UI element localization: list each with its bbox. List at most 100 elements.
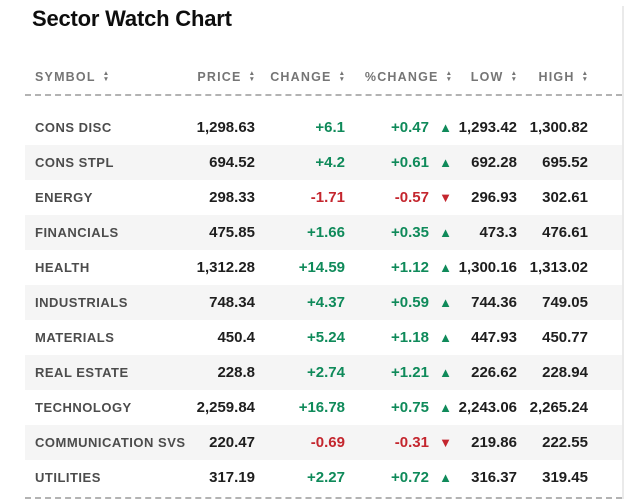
column-label: CHANGE — [270, 70, 332, 84]
change-cell: +1.66 — [307, 224, 345, 241]
pct-change-value: +0.75 — [391, 399, 429, 416]
sort-up-icon: ▲ — [445, 69, 452, 77]
table-body: CONS DISC 1,298.63 +6.1 +0.47 ▲ 1,293.42 1,300… — [25, 96, 622, 495]
table-row: CONS STPL 694.52 +4.2 +0.61 ▲ 692.28 695.52 — [25, 145, 622, 180]
pct-change-cell: -0.57 ▼ — [345, 189, 452, 206]
up-triangle-icon: ▲ — [439, 330, 452, 345]
pct-change-value: +0.47 — [391, 119, 429, 136]
high-cell: 222.55 — [542, 434, 588, 451]
pct-change-cell: +1.21 ▲ — [345, 364, 452, 381]
price-cell: 1,312.28 — [196, 259, 255, 276]
symbol-cell: FINANCIALS — [35, 225, 119, 240]
sort-up-icon: ▲ — [338, 69, 345, 77]
table-row: INDUSTRIALS 748.34 +4.37 +0.59 ▲ 744.36 749.05 — [25, 285, 622, 320]
change-cell: +2.74 — [307, 364, 345, 381]
low-cell: 2,243.06 — [458, 399, 517, 416]
symbol-cell: HEALTH — [35, 260, 90, 275]
high-cell: 749.05 — [542, 294, 588, 311]
low-cell: 1,300.16 — [458, 259, 517, 276]
pct-change-value: +1.21 — [391, 364, 429, 381]
up-triangle-icon: ▲ — [439, 470, 452, 485]
change-cell: +6.1 — [315, 119, 345, 136]
sort-icon: ▲ ▼ — [510, 69, 517, 84]
sort-up-icon: ▲ — [510, 69, 517, 77]
sort-icon: ▲ ▼ — [338, 69, 345, 84]
pct-change-value: +0.59 — [391, 294, 429, 311]
change-cell: +4.2 — [315, 154, 345, 171]
low-cell: 692.28 — [471, 154, 517, 171]
sort-up-icon: ▲ — [248, 69, 255, 77]
pct-change-cell: +0.61 ▲ — [345, 154, 452, 171]
table-row: COMMUNICATION SVS 220.47 -0.69 -0.31 ▼ 219.86… — [25, 425, 622, 460]
sort-icon: ▲ ▼ — [248, 69, 255, 84]
sort-down-icon: ▼ — [102, 76, 110, 83]
table-row: ENERGY 298.33 -1.71 -0.57 ▼ 296.93 302.61 — [25, 180, 622, 215]
sort-icon: ▲ ▼ — [102, 69, 110, 84]
table-row: TECHNOLOGY 2,259.84 +16.78 +0.75 ▲ 2,243.06 2,… — [25, 390, 622, 425]
column-header-pct-change[interactable]: %CHANGE ▲ ▼ — [345, 70, 452, 84]
table-row: UTILITIES 317.19 +2.27 +0.72 ▲ 316.37 319.45 — [25, 460, 622, 495]
sector-table: SYMBOL ▲ ▼ PRICE ▲ ▼ CHANGE ▲ ▼ %CHANGE ▲ ▼ LOW ▲ ▼ HIG… — [25, 60, 622, 495]
sector-watch-widget: Sector Watch Chart SYMBOL ▲ ▼ PRICE ▲ ▼ CHANGE… — [0, 6, 622, 499]
price-cell: 220.47 — [209, 434, 255, 451]
change-cell: +4.37 — [307, 294, 345, 311]
symbol-cell: ENERGY — [35, 190, 93, 205]
symbol-cell: COMMUNICATION SVS — [35, 435, 186, 450]
price-cell: 694.52 — [209, 154, 255, 171]
sort-up-icon: ▲ — [102, 69, 110, 77]
table-row: HEALTH 1,312.28 +14.59 +1.12 ▲ 1,300.16 1,313.… — [25, 250, 622, 285]
low-cell: 473.3 — [479, 224, 517, 241]
table-row: REAL ESTATE 228.8 +2.74 +1.21 ▲ 226.62 228.94 — [25, 355, 622, 390]
pct-change-value: +0.35 — [391, 224, 429, 241]
price-cell: 317.19 — [209, 469, 255, 486]
down-triangle-icon: ▼ — [439, 190, 452, 205]
low-cell: 316.37 — [471, 469, 517, 486]
up-triangle-icon: ▲ — [439, 225, 452, 240]
up-triangle-icon: ▲ — [439, 120, 452, 135]
column-header-low[interactable]: LOW ▲ ▼ — [452, 70, 517, 84]
pct-change-cell: +1.12 ▲ — [345, 259, 452, 276]
sort-down-icon: ▼ — [510, 76, 517, 83]
up-triangle-icon: ▲ — [439, 260, 452, 275]
change-cell: +5.24 — [307, 329, 345, 346]
high-cell: 302.61 — [542, 189, 588, 206]
column-label: %CHANGE — [364, 70, 439, 84]
column-label: HIGH — [538, 70, 575, 84]
price-cell: 1,298.63 — [196, 119, 255, 136]
up-triangle-icon: ▲ — [439, 365, 452, 380]
symbol-cell: UTILITIES — [35, 470, 101, 485]
column-header-change[interactable]: CHANGE ▲ ▼ — [255, 70, 345, 84]
low-cell: 226.62 — [471, 364, 517, 381]
table-header-row: SYMBOL ▲ ▼ PRICE ▲ ▼ CHANGE ▲ ▼ %CHANGE ▲ ▼ LOW ▲ ▼ HIG… — [25, 60, 622, 96]
down-triangle-icon: ▼ — [439, 435, 452, 450]
price-cell: 2,259.84 — [196, 399, 255, 416]
pct-change-value: -0.31 — [394, 434, 429, 451]
high-cell: 695.52 — [542, 154, 588, 171]
low-cell: 296.93 — [471, 189, 517, 206]
low-cell: 744.36 — [471, 294, 517, 311]
table-row: FINANCIALS 475.85 +1.66 +0.35 ▲ 473.3 476.61 — [25, 215, 622, 250]
change-cell: -1.71 — [310, 189, 345, 206]
sort-icon: ▲ ▼ — [581, 69, 588, 84]
pct-change-cell: -0.31 ▼ — [345, 434, 452, 451]
pct-change-cell: +0.72 ▲ — [345, 469, 452, 486]
low-cell: 1,293.42 — [458, 119, 517, 136]
pct-change-value: +1.18 — [391, 329, 429, 346]
pct-change-value: +0.61 — [391, 154, 429, 171]
high-cell: 319.45 — [542, 469, 588, 486]
sort-down-icon: ▼ — [445, 76, 452, 83]
page-title: Sector Watch Chart — [32, 6, 232, 31]
table-row: CONS DISC 1,298.63 +6.1 +0.47 ▲ 1,293.42 1,300… — [25, 110, 622, 145]
change-cell: -0.69 — [310, 434, 345, 451]
symbol-cell: TECHNOLOGY — [35, 400, 132, 415]
pct-change-value: +0.72 — [391, 469, 429, 486]
table-row: MATERIALS 450.4 +5.24 +1.18 ▲ 447.93 450.77 — [25, 320, 622, 355]
column-header-symbol[interactable]: SYMBOL ▲ ▼ — [35, 70, 165, 84]
sort-up-icon: ▲ — [581, 69, 588, 77]
sort-down-icon: ▼ — [581, 76, 588, 83]
low-cell: 447.93 — [471, 329, 517, 346]
symbol-cell: INDUSTRIALS — [35, 295, 128, 310]
change-cell: +14.59 — [298, 259, 345, 276]
column-header-high[interactable]: HIGH ▲ ▼ — [517, 69, 589, 84]
column-header-price[interactable]: PRICE ▲ ▼ — [165, 70, 255, 84]
